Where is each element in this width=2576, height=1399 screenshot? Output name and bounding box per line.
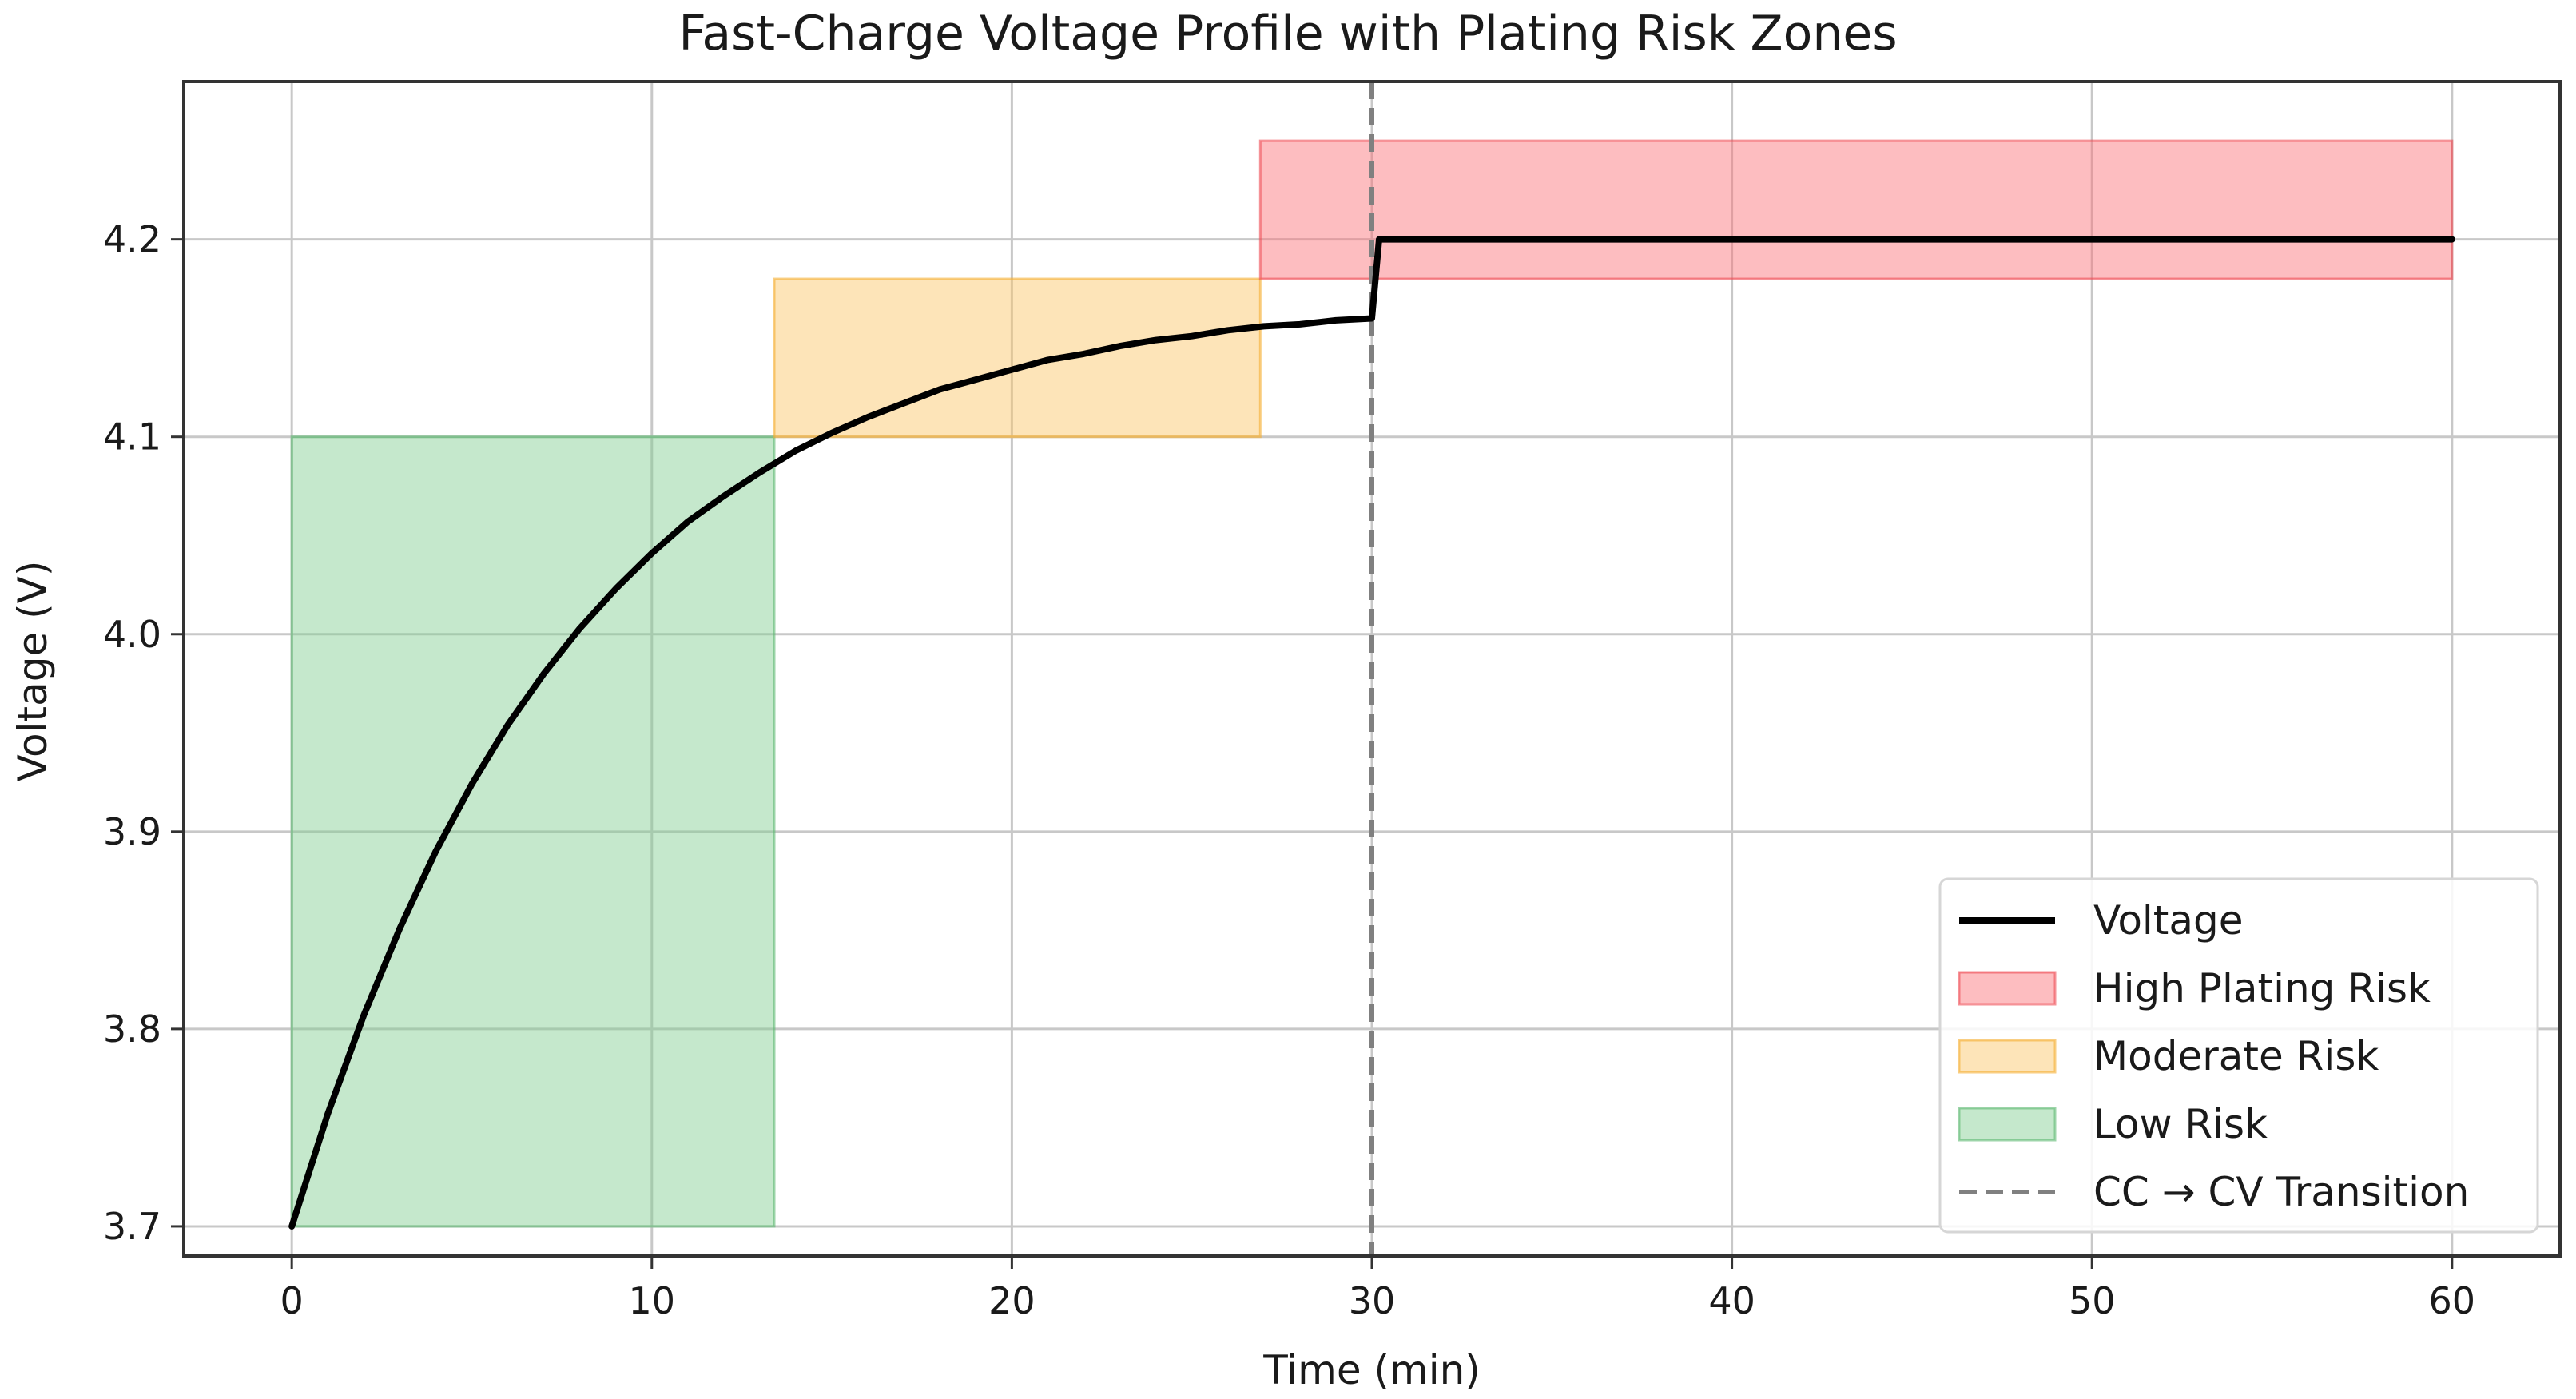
y-tick-label: 3.8 bbox=[103, 1008, 161, 1051]
legend-label-moderate-risk: Moderate Risk bbox=[2093, 1033, 2379, 1079]
x-tick-label: 50 bbox=[2069, 1279, 2116, 1322]
voltage-series-line bbox=[288, 236, 2455, 1230]
y-tick-label: 4.2 bbox=[103, 218, 161, 261]
y-axis-ticks: 3.7 3.8 3.9 4.0 4.1 4.2 bbox=[103, 218, 184, 1248]
x-axis-ticks: 0 10 20 30 40 50 60 bbox=[280, 1256, 2476, 1322]
series-layer bbox=[288, 236, 2455, 1230]
y-axis-label: Voltage (V) bbox=[10, 561, 56, 782]
zone-low-risk bbox=[290, 435, 776, 1228]
legend-items: Voltage High Plating Risk Moderate Risk Low… bbox=[1958, 897, 2469, 1215]
y-tick-label: 3.7 bbox=[103, 1205, 161, 1248]
y-tick-label: 4.1 bbox=[103, 415, 161, 459]
risk-zones bbox=[290, 139, 2454, 1228]
x-axis-label: Time (min) bbox=[1262, 1347, 1481, 1393]
legend-swatch-high-plating-risk bbox=[1958, 971, 2057, 1006]
legend-swatch-low-risk bbox=[1958, 1107, 2057, 1142]
chart-title: Fast-Charge Voltage Profile with Plating… bbox=[678, 6, 1897, 62]
x-tick-label: 10 bbox=[629, 1279, 676, 1322]
legend-box bbox=[1938, 877, 2539, 1234]
x-tick-label: 30 bbox=[1349, 1279, 1396, 1322]
legend: Voltage High Plating Risk Moderate Risk Low… bbox=[1938, 877, 2539, 1234]
legend-label-voltage: Voltage bbox=[2093, 897, 2244, 944]
x-tick-label: 40 bbox=[1708, 1279, 1755, 1322]
zone-high-plating-risk bbox=[1258, 139, 2454, 280]
y-tick-label: 3.9 bbox=[103, 810, 161, 853]
x-tick-label: 0 bbox=[280, 1279, 304, 1322]
legend-label-high-plating-risk: High Plating Risk bbox=[2093, 965, 2431, 1011]
x-tick-label: 60 bbox=[2429, 1279, 2476, 1322]
legend-label-cc-cv-transition: CC → CV Transition bbox=[2093, 1169, 2469, 1215]
x-tick-label: 20 bbox=[988, 1279, 1036, 1322]
legend-label-low-risk: Low Risk bbox=[2093, 1101, 2268, 1147]
y-tick-label: 4.0 bbox=[103, 613, 161, 656]
zone-moderate-risk bbox=[773, 277, 1262, 439]
legend-swatch-moderate-risk bbox=[1958, 1039, 2057, 1074]
